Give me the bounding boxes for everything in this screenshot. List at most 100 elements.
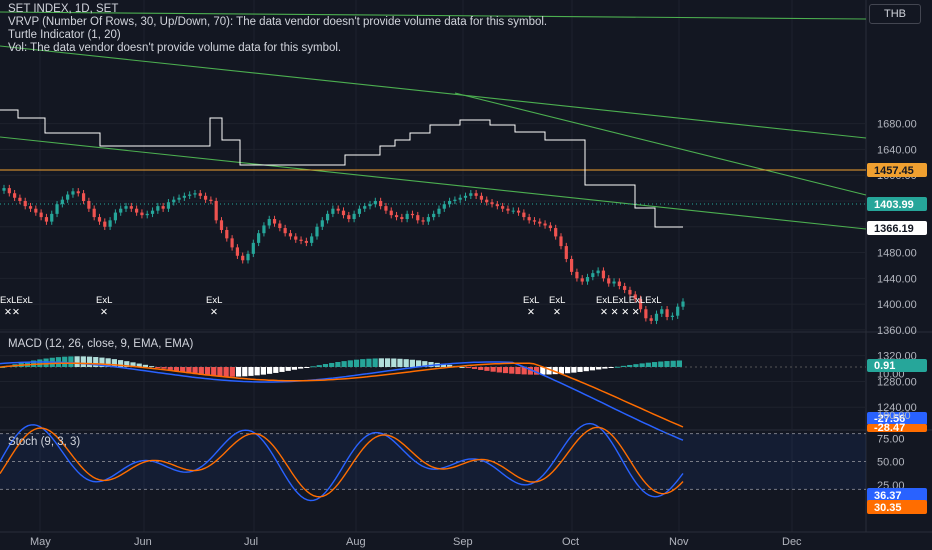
macd-histogram-bar <box>378 358 384 367</box>
candle <box>527 217 531 221</box>
price-axis-label: 1400.00 <box>877 299 917 311</box>
macd-histogram-bar <box>571 367 577 373</box>
macd-histogram-bar <box>260 367 266 375</box>
macd-histogram-bar <box>596 367 602 370</box>
signal-tag-bg <box>867 424 927 432</box>
price-axis-label: 1360.00 <box>877 325 917 337</box>
candle <box>214 200 218 221</box>
candle <box>601 270 606 279</box>
candle <box>516 210 521 213</box>
symbol-line: SET INDEX, 1D, SET <box>8 3 119 15</box>
candle <box>670 315 674 317</box>
stoch-k-line <box>0 422 684 502</box>
candle <box>34 208 38 213</box>
candle <box>426 217 430 222</box>
macd-histogram-bar <box>37 359 43 367</box>
macd-histogram-bar <box>186 367 192 374</box>
macd-legend[interactable]: MACD (12, 26, close, 9, EMA, EMA) <box>8 338 194 350</box>
candle <box>103 221 107 227</box>
macd-histogram-bar <box>478 367 484 370</box>
currency-button[interactable]: THB <box>869 4 921 24</box>
macd-histogram-bar <box>602 367 608 369</box>
stoch-k-tag: 36.37 <box>874 490 902 502</box>
candle <box>352 213 356 220</box>
candle <box>628 289 632 295</box>
candle <box>511 210 515 212</box>
candle <box>357 208 362 214</box>
turtle-legend[interactable]: Turtle Indicator (1, 20) <box>8 29 121 41</box>
candle <box>400 217 404 220</box>
exl-marker-label: ExL <box>549 295 565 306</box>
exl-marker-label: ExL <box>523 295 539 306</box>
macd-histogram-bar <box>639 363 645 367</box>
candle <box>13 193 17 198</box>
macd-histogram-bar <box>620 365 627 367</box>
stoch-legend[interactable]: Stoch (9, 3, 3) <box>8 436 81 448</box>
candle <box>161 206 165 209</box>
candle <box>331 208 335 214</box>
time-axis-label: Oct <box>562 536 579 548</box>
candle <box>87 200 91 209</box>
macd-histogram-bar <box>111 359 117 367</box>
candle <box>81 193 86 201</box>
candle <box>394 215 399 218</box>
macd-histogram-bar <box>291 367 298 370</box>
vol-legend[interactable]: Vol: The data vendor doesn't provide vol… <box>8 42 342 54</box>
macd-histogram-bar <box>285 367 291 371</box>
candle <box>299 239 303 241</box>
candle <box>262 225 266 234</box>
macd-hist-tag-bg <box>867 359 927 372</box>
candle <box>44 217 49 222</box>
candle <box>623 286 627 290</box>
macd-histogram-bar <box>124 361 130 367</box>
candle <box>150 210 155 214</box>
macd-histogram-bar <box>409 359 416 367</box>
price-axis-label: 1640.00 <box>877 144 917 156</box>
macd-histogram-bar <box>527 367 533 375</box>
exl-marker-cross: ✕ <box>100 307 108 318</box>
macd-histogram-bar <box>322 364 329 367</box>
macd-histogram-bar <box>105 358 111 367</box>
macd-histogram-bar <box>676 360 682 367</box>
candle <box>341 210 346 216</box>
time-axis-label: Dec <box>782 536 802 548</box>
macd-histogram-bar <box>360 359 366 367</box>
macd-histogram-bar <box>173 367 180 372</box>
macd-histogram-bar <box>502 367 509 374</box>
vrvp-legend[interactable]: VRVP (Number Of Rows, 30, Up/Down, 70): … <box>8 16 548 28</box>
macd-histogram-bar <box>366 358 372 367</box>
macd-histogram-bar <box>670 360 676 367</box>
level-price-tag-bg <box>867 163 927 177</box>
macd-histogram-bar <box>440 363 447 367</box>
exl-marker-cross: ✕ ✕ ✕ ✕ <box>600 307 640 318</box>
candle <box>7 188 11 194</box>
turtle-line <box>0 109 683 228</box>
candle <box>389 210 393 216</box>
candle <box>188 194 192 196</box>
macd-histogram-bar <box>298 367 304 369</box>
candle <box>257 233 261 243</box>
candle <box>235 247 240 256</box>
macd-histogram-bar <box>391 358 397 367</box>
candle <box>453 199 457 201</box>
macd-histogram-bar <box>86 356 93 367</box>
candle <box>681 301 685 307</box>
candle <box>294 236 298 240</box>
candle <box>416 215 420 221</box>
candle <box>384 206 388 211</box>
last-price-tag: 1403.99 <box>874 199 914 211</box>
macd-histogram-bar <box>335 361 341 367</box>
macd-histogram-bar <box>577 367 583 372</box>
macd-histogram-bar <box>353 359 360 367</box>
macd-histogram-bar <box>347 360 353 367</box>
candle <box>166 202 171 209</box>
candle <box>198 193 202 196</box>
macd-histogram-bar <box>633 364 639 367</box>
macd-histogram-bar <box>211 367 217 377</box>
candle <box>241 255 245 261</box>
stoch-d-tag-bg <box>867 500 927 514</box>
candle <box>304 240 308 243</box>
candle <box>108 220 112 227</box>
macd-histogram-bar <box>266 367 273 374</box>
